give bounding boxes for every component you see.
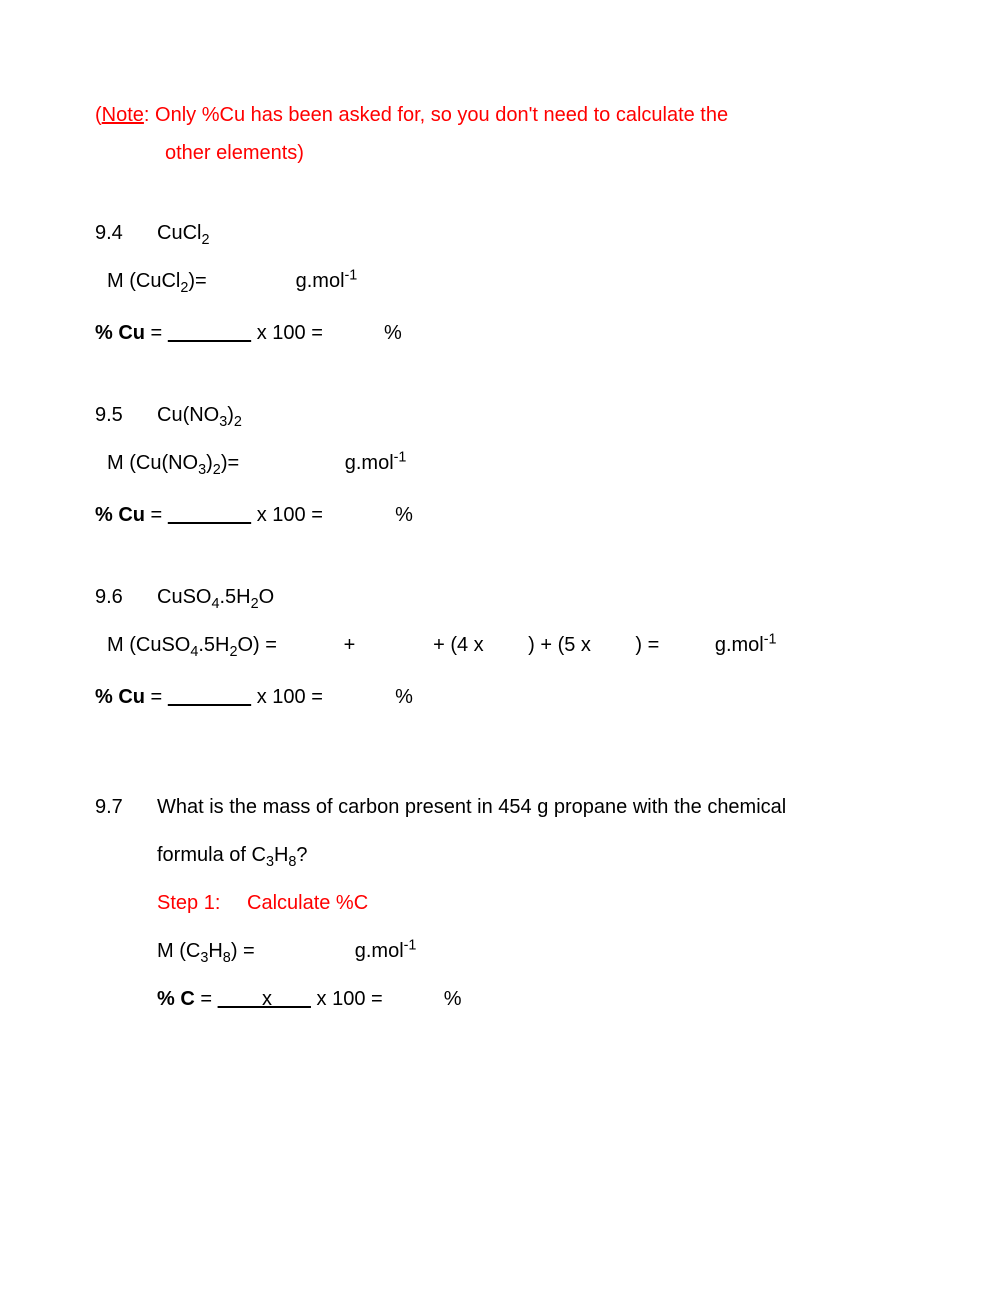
problem-number: 9.6 (95, 582, 157, 612)
problem-heading: 9.4CuCl2 (95, 218, 905, 248)
molar-mass-line: M (Cu(NO3)2)= g.mol-1 (107, 448, 905, 478)
problem-formula: CuSO4.5H2O (157, 586, 274, 608)
step-label: Step 1: (157, 888, 247, 918)
note-label: Note (102, 104, 144, 126)
percent-cu-line: % Cu = x 100 = % (95, 318, 905, 348)
problem-9-5: 9.5Cu(NO3)2 M (Cu(NO3)2)= g.mol-1 % Cu =… (95, 400, 905, 530)
note-block: (Note: Only %Cu has been asked for, so y… (95, 100, 905, 168)
problem-number: 9.4 (95, 218, 157, 248)
percent-c-line: % C = x x 100 = % (157, 984, 905, 1014)
problem-9-7: 9.7 What is the mass of carbon present i… (95, 792, 905, 1032)
problem-9-6: 9.6CuSO4.5H2O M (CuSO4.5H2O) = + + (4 x … (95, 582, 905, 712)
molar-mass-line: M (C3H8) = g.mol-1 (157, 936, 905, 966)
note-line2: other elements) (95, 138, 905, 168)
problem-number: 9.7 (95, 792, 157, 1032)
step-text: Calculate %C (247, 892, 368, 914)
molar-mass-line: M (CuCl2)= g.mol-1 (107, 266, 905, 296)
problem-formula: CuCl2 (157, 222, 209, 244)
question-line2: formula of C3H8? (157, 840, 905, 870)
question-line1: What is the mass of carbon present in 45… (157, 792, 905, 822)
percent-cu-line: % Cu = x 100 = % (95, 500, 905, 530)
problem-formula: Cu(NO3)2 (157, 404, 242, 426)
percent-cu-line: % Cu = x 100 = % (95, 682, 905, 712)
molar-mass-line: M (CuSO4.5H2O) = + + (4 x ) + (5 x ) = g… (107, 630, 905, 660)
problem-heading: 9.6CuSO4.5H2O (95, 582, 905, 612)
step-line: Step 1:Calculate %C (157, 888, 905, 918)
note-text1: : Only %Cu has been asked for, so you do… (144, 104, 728, 126)
note-line1: (Note: Only %Cu has been asked for, so y… (95, 100, 905, 130)
problem-9-4: 9.4CuCl2 M (CuCl2)= g.mol-1 % Cu = x 100… (95, 218, 905, 348)
problem-heading: 9.5Cu(NO3)2 (95, 400, 905, 430)
problem-number: 9.5 (95, 400, 157, 430)
